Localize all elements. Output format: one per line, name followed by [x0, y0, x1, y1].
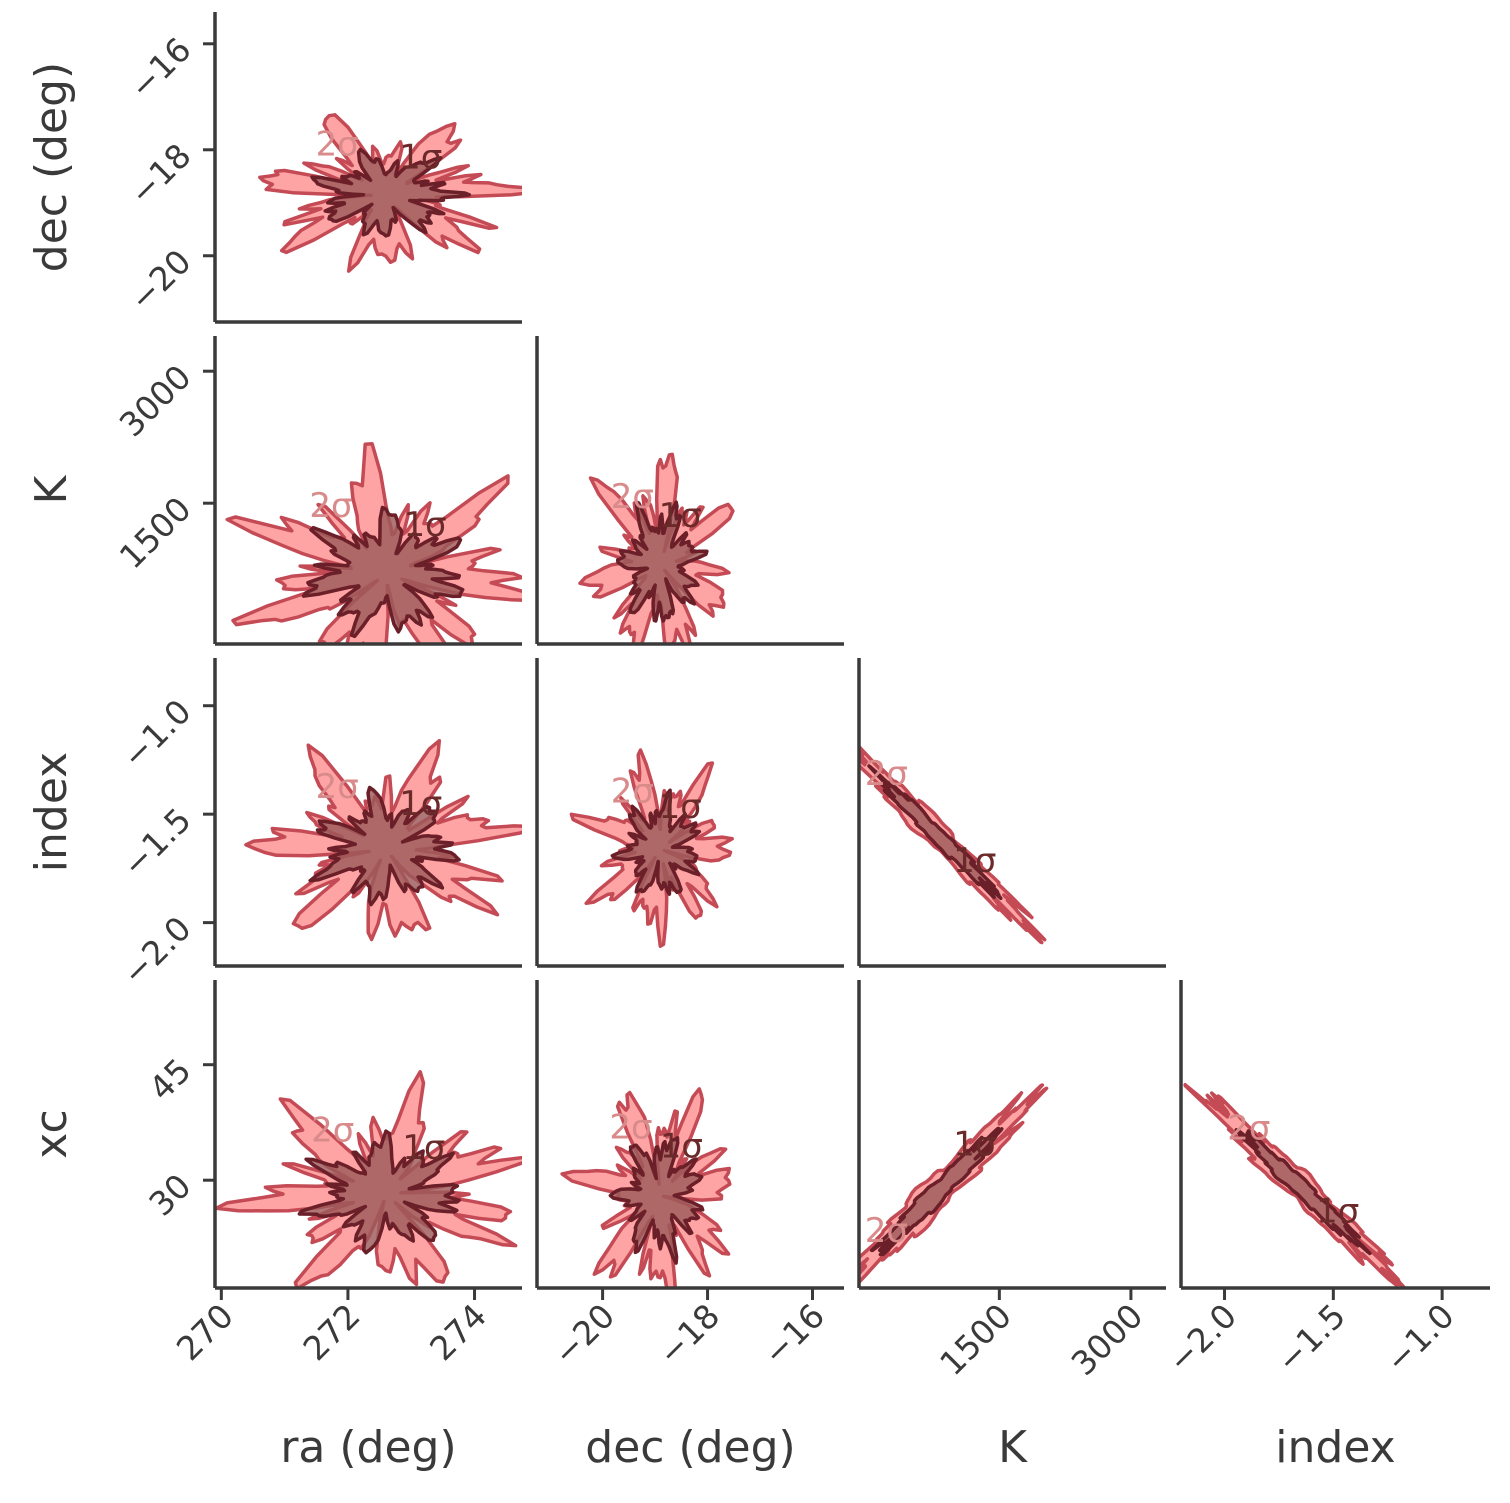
contour-label-1sigma: 1σ: [660, 1127, 703, 1167]
panel-K-xc: 1σ 2σ: [857, 980, 1166, 1290]
x-tick-label: −1.5: [1269, 1296, 1353, 1380]
contour-label-2sigma: 2σ: [611, 771, 654, 811]
contour-1sigma: [310, 147, 472, 238]
contour-label-2sigma: 2σ: [1227, 1108, 1270, 1148]
panel-index-xc: 1σ 2σ: [1179, 980, 1490, 1290]
panel-K-index: 1σ 2σ: [857, 658, 1166, 968]
contour-1sigma: [308, 785, 461, 907]
contour-label-2sigma: 2σ: [865, 1211, 908, 1251]
y-tick-label: −18: [122, 136, 199, 213]
x-tick-label: −16: [755, 1296, 832, 1373]
panel-ra-dec: 1σ 2σ: [213, 12, 522, 324]
x-axis-label-ra: ra (deg): [280, 1422, 456, 1473]
y-tick-label: −2.0: [114, 909, 198, 993]
contour-label-2sigma: 2σ: [865, 754, 908, 794]
contour-label-2sigma: 2σ: [309, 486, 352, 526]
contour-1sigma: [297, 1129, 461, 1255]
x-tick-label: 272: [295, 1296, 367, 1368]
contour-label-2sigma: 2σ: [611, 477, 654, 517]
y-tick-label: −1.0: [114, 692, 198, 776]
x-tick-label: 274: [422, 1296, 494, 1368]
x-tick-label: −2.0: [1160, 1296, 1244, 1380]
x-tick-label: −18: [650, 1296, 727, 1373]
contour-label-1sigma: 1σ: [659, 496, 702, 536]
contour-label-1sigma: 1σ: [404, 505, 447, 545]
x-axis-label-K: K: [998, 1422, 1028, 1473]
contour-label-2sigma: 2σ: [311, 1111, 354, 1151]
contour-label-2sigma: 2σ: [609, 1108, 652, 1148]
y-tick-label: 45: [141, 1051, 198, 1108]
y-axis-label-index: index: [26, 752, 77, 872]
panel-ra-K: 1σ 2σ: [213, 336, 522, 646]
contour-1sigma: [610, 788, 702, 896]
x-axis-label-dec: dec (deg): [585, 1422, 795, 1473]
contour-label-1sigma: 1σ: [1316, 1192, 1359, 1232]
y-tick-label: 3000: [112, 357, 199, 444]
x-tick-label: 270: [169, 1296, 241, 1368]
contour-1sigma: [869, 1126, 1004, 1257]
contour-label-1sigma: 1σ: [953, 841, 996, 881]
contour-label-1sigma: 1σ: [953, 1125, 996, 1165]
x-tick-label: 1500: [932, 1296, 1019, 1383]
y-tick-label: −1.5: [114, 800, 198, 884]
contour-1sigma: [301, 505, 465, 639]
contour-label-2sigma: 2σ: [316, 125, 359, 165]
contour-label-1sigma: 1σ: [399, 138, 442, 178]
x-tick-label: 3000: [1064, 1296, 1151, 1383]
y-tick-label: −16: [122, 30, 199, 107]
y-axis-label-dec: dec (deg): [26, 62, 77, 272]
y-axis-label-xc: xc: [26, 1109, 77, 1158]
x-tick-label: −20: [545, 1296, 622, 1373]
contour-1sigma: [867, 764, 1003, 901]
panel-ra-xc: 1σ 2σ: [213, 980, 522, 1290]
contour-label-2sigma: 2σ: [316, 767, 359, 807]
contour-1sigma: [608, 1136, 705, 1265]
contour-label-1sigma: 1σ: [659, 787, 702, 827]
x-axis-label-index: index: [1275, 1422, 1395, 1473]
y-tick-label: 30: [141, 1166, 198, 1223]
panel-ra-index: 1σ 2σ: [213, 658, 522, 968]
contour-1sigma: [615, 500, 709, 623]
contour-label-1sigma: 1σ: [399, 784, 442, 824]
contour-1sigma: [1234, 1128, 1372, 1256]
y-tick-label: −20: [122, 242, 199, 319]
y-axis-label-K: K: [26, 474, 77, 504]
contour-label-1sigma: 1σ: [402, 1128, 445, 1168]
x-tick-label: −1.0: [1378, 1296, 1462, 1380]
y-tick-label: 1500: [112, 489, 199, 576]
